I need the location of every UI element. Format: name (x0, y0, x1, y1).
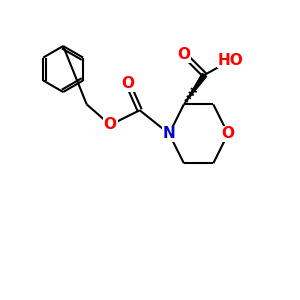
Text: N: N (163, 126, 175, 141)
Text: O: O (104, 118, 117, 133)
Text: HO: HO (218, 53, 244, 68)
Text: O: O (221, 126, 235, 141)
Text: O: O (177, 47, 190, 62)
Text: O: O (122, 76, 134, 91)
Polygon shape (184, 74, 207, 104)
